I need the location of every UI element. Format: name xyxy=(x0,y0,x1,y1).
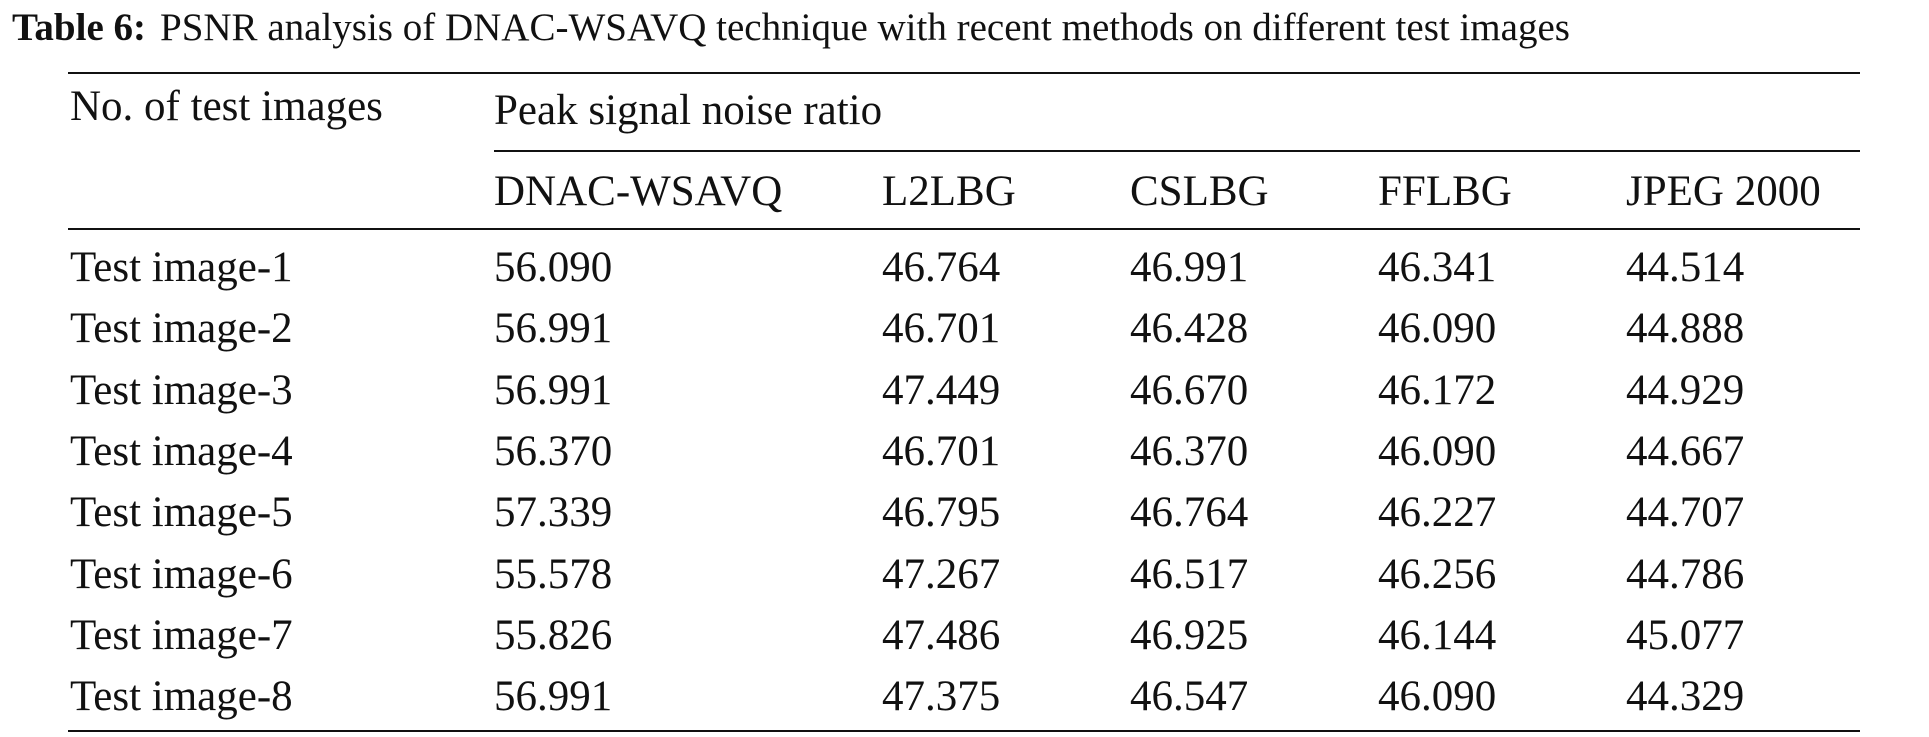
table-caption: Table 6: PSNR analysis of DNAC-WSAVQ tech… xyxy=(12,6,1570,50)
table-cell: 46.517 xyxy=(1130,551,1249,598)
table-cell: 56.991 xyxy=(494,673,613,720)
table-cell: 56.370 xyxy=(494,428,613,475)
column-header-cslbg: CSLBG xyxy=(1130,168,1269,215)
table-cell: 46.701 xyxy=(882,305,1001,352)
table-cell: 45.077 xyxy=(1626,612,1745,659)
table-cell: 46.090 xyxy=(1378,305,1497,352)
table-cell: 47.486 xyxy=(882,612,1001,659)
table-cell: 46.341 xyxy=(1378,244,1497,291)
table-cell: 44.929 xyxy=(1626,367,1745,414)
table-cell: 46.090 xyxy=(1378,428,1497,475)
row-label: Test image-6 xyxy=(70,551,293,598)
row-label: Test image-8 xyxy=(70,673,293,720)
table-cell: 44.786 xyxy=(1626,551,1745,598)
table-cell: 47.449 xyxy=(882,367,1001,414)
table-cell: 44.329 xyxy=(1626,673,1745,720)
row-label: Test image-4 xyxy=(70,428,293,475)
column-header-fflbg: FFLBG xyxy=(1378,168,1512,215)
table-cell: 46.090 xyxy=(1378,673,1497,720)
row-label: Test image-3 xyxy=(70,367,293,414)
group-header: Peak signal noise ratio xyxy=(494,87,883,134)
table-cell: 46.701 xyxy=(882,428,1001,475)
column-header-dnac-wsavq: DNAC-WSAVQ xyxy=(494,168,783,215)
row-label: Test image-5 xyxy=(70,489,293,536)
table-cell: 46.991 xyxy=(1130,244,1249,291)
caption-label: Table 6: xyxy=(12,6,147,49)
column-header-l2lbg: L2LBG xyxy=(882,168,1016,215)
stub-header: No. of test images xyxy=(70,83,383,130)
table-cell: 44.888 xyxy=(1626,305,1745,352)
table-cell: 46.428 xyxy=(1130,305,1249,352)
table-cell: 56.991 xyxy=(494,367,613,414)
table-cell: 56.991 xyxy=(494,305,613,352)
table-cell: 46.547 xyxy=(1130,673,1249,720)
table-cell: 46.370 xyxy=(1130,428,1249,475)
column-header-jpeg2000: JPEG 2000 xyxy=(1626,168,1821,215)
table-cell: 46.670 xyxy=(1130,367,1249,414)
table-cell: 47.267 xyxy=(882,551,1001,598)
table-cell: 56.090 xyxy=(494,244,613,291)
table-cell: 46.764 xyxy=(882,244,1001,291)
header-rule xyxy=(68,228,1860,230)
table-cell: 46.227 xyxy=(1378,489,1497,536)
table-cell: 46.795 xyxy=(882,489,1001,536)
table-cell: 47.375 xyxy=(882,673,1001,720)
table-cell: 46.144 xyxy=(1378,612,1497,659)
top-rule xyxy=(68,72,1860,74)
table-cell: 44.707 xyxy=(1626,489,1745,536)
bottom-rule xyxy=(68,730,1860,732)
table-cell: 44.514 xyxy=(1626,244,1745,291)
table-cell: 55.826 xyxy=(494,612,613,659)
table-cell: 57.339 xyxy=(494,489,613,536)
row-label: Test image-2 xyxy=(70,305,293,352)
table-cell: 44.667 xyxy=(1626,428,1745,475)
table-cell: 46.764 xyxy=(1130,489,1249,536)
table-cell: 46.256 xyxy=(1378,551,1497,598)
table-cell: 46.925 xyxy=(1130,612,1249,659)
caption-text: PSNR analysis of DNAC-WSAVQ technique wi… xyxy=(160,6,1570,49)
table-cell: 55.578 xyxy=(494,551,613,598)
row-label: Test image-1 xyxy=(70,244,293,291)
table-cell: 46.172 xyxy=(1378,367,1497,414)
group-rule xyxy=(494,150,1860,152)
row-label: Test image-7 xyxy=(70,612,293,659)
